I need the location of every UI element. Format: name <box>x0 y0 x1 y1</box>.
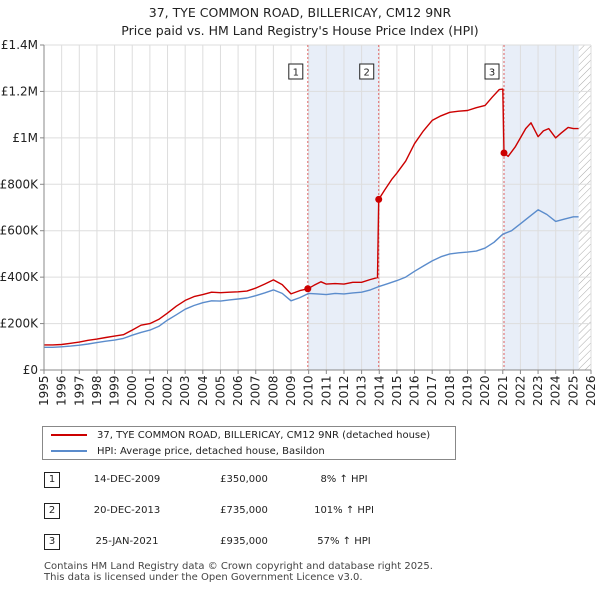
marker-label-2: 2 <box>364 68 370 79</box>
footer-attribution: Contains HM Land Registry data © Crown c… <box>44 561 433 583</box>
x-tick-label: 1996 <box>55 375 69 406</box>
y-tick-label: £1.2M <box>1 84 38 98</box>
table-row: 1 14-DEC-2009 £350,000 8% ↑ HPI <box>44 472 444 490</box>
series-line-property <box>44 88 579 346</box>
x-tick-label: 2006 <box>231 375 245 406</box>
marker-box-1 <box>288 63 304 80</box>
series-line-hpi <box>44 209 579 348</box>
footer-line-licence: This data is licensed under the Open Gov… <box>44 572 363 583</box>
x-tick-label: 2002 <box>161 375 175 406</box>
transaction-number: 1 <box>44 472 60 488</box>
transaction-hpi-change: 57% ↑ HPI <box>317 536 371 547</box>
y-tick-label: £800K <box>0 177 39 191</box>
x-tick-label: 2012 <box>337 375 351 406</box>
transaction-price: £735,000 <box>220 505 268 516</box>
x-tick-label: 2023 <box>531 375 545 406</box>
transaction-price: £935,000 <box>220 536 268 547</box>
x-tick-label: 2003 <box>178 375 192 406</box>
y-tick-label: £0 <box>23 363 38 377</box>
transaction-hpi-change: 101% ↑ HPI <box>314 505 374 516</box>
future-hatch-region <box>578 45 591 370</box>
x-tick-label: 2000 <box>125 375 139 406</box>
x-tick-label: 2026 <box>584 375 598 406</box>
chart-title: 37, TYE COMMON ROAD, BILLERICAY, CM12 9N… <box>149 5 452 20</box>
sale-point-3 <box>500 149 508 157</box>
x-tick-label: 2018 <box>443 375 457 406</box>
shaded-band-1 <box>307 45 379 370</box>
chart-legend: 37, TYE COMMON ROAD, BILLERICAY, CM12 9N… <box>42 426 456 460</box>
transaction-date: 14-DEC-2009 <box>93 474 161 485</box>
x-tick-label: 1998 <box>90 375 104 406</box>
x-tick-label: 2024 <box>549 375 563 406</box>
x-tick-label: 1999 <box>108 375 122 406</box>
chart-subtitle: Price paid vs. HM Land Registry's House … <box>121 23 478 38</box>
x-tick-label: 2005 <box>213 375 227 406</box>
x-tick-label: 2011 <box>319 375 333 406</box>
marker-label-3: 3 <box>489 68 495 79</box>
legend-label-property: 37, TYE COMMON ROAD, BILLERICAY, CM12 9N… <box>97 430 431 441</box>
footer-line-copyright: Contains HM Land Registry data © Crown c… <box>44 561 433 572</box>
table-row: 2 20-DEC-2013 £735,000 101% ↑ HPI <box>44 503 444 521</box>
table-row: 3 25-JAN-2021 £935,000 57% ↑ HPI <box>44 534 444 552</box>
x-tick-label: 2025 <box>566 375 580 406</box>
x-tick-label: 2022 <box>513 375 527 406</box>
x-tick-label: 2009 <box>284 375 298 406</box>
transaction-number: 3 <box>44 534 60 550</box>
x-tick-label: 2015 <box>390 375 404 406</box>
transaction-price: £350,000 <box>220 474 268 485</box>
marker-label-1: 1 <box>293 68 299 79</box>
x-tick-label: 2013 <box>355 375 369 406</box>
legend-swatch-property <box>51 434 87 436</box>
y-tick-label: £1.4M <box>1 38 38 52</box>
sale-point-1 <box>304 285 312 293</box>
marker-box-2 <box>359 63 375 80</box>
sale-point-2 <box>375 195 383 203</box>
x-tick-label: 1995 <box>37 375 51 406</box>
transaction-number: 2 <box>44 503 60 519</box>
y-tick-label: £600K <box>0 224 39 238</box>
legend-item-property: 37, TYE COMMON ROAD, BILLERICAY, CM12 9N… <box>51 428 430 444</box>
marker-box-3 <box>484 63 500 80</box>
x-tick-label: 2014 <box>372 375 386 406</box>
x-tick-label: 2016 <box>408 375 422 406</box>
x-tick-label: 2004 <box>196 375 210 406</box>
legend-swatch-hpi <box>51 450 87 452</box>
x-tick-label: 1997 <box>72 375 86 406</box>
transaction-date: 25-JAN-2021 <box>95 536 159 547</box>
y-tick-label: £200K <box>0 317 39 331</box>
price-chart: 37, TYE COMMON ROAD, BILLERICAY, CM12 9N… <box>0 5 598 406</box>
x-tick-label: 2001 <box>143 375 157 406</box>
y-tick-label: £400K <box>0 270 39 284</box>
y-tick-label: £1M <box>12 131 38 145</box>
x-tick-label: 2017 <box>425 375 439 406</box>
transaction-date: 20-DEC-2013 <box>93 505 161 516</box>
shaded-band-2 <box>504 45 579 370</box>
x-tick-label: 2010 <box>302 375 316 406</box>
legend-label-hpi: HPI: Average price, detached house, Basi… <box>97 446 325 457</box>
x-tick-label: 2008 <box>266 375 280 406</box>
x-tick-label: 2007 <box>249 375 263 406</box>
x-tick-label: 2019 <box>460 375 474 406</box>
x-tick-label: 2020 <box>478 375 492 406</box>
legend-item-hpi: HPI: Average price, detached house, Basi… <box>51 444 325 460</box>
x-tick-label: 2021 <box>496 375 510 406</box>
series-group <box>44 88 579 348</box>
transaction-hpi-change: 8% ↑ HPI <box>320 474 368 485</box>
